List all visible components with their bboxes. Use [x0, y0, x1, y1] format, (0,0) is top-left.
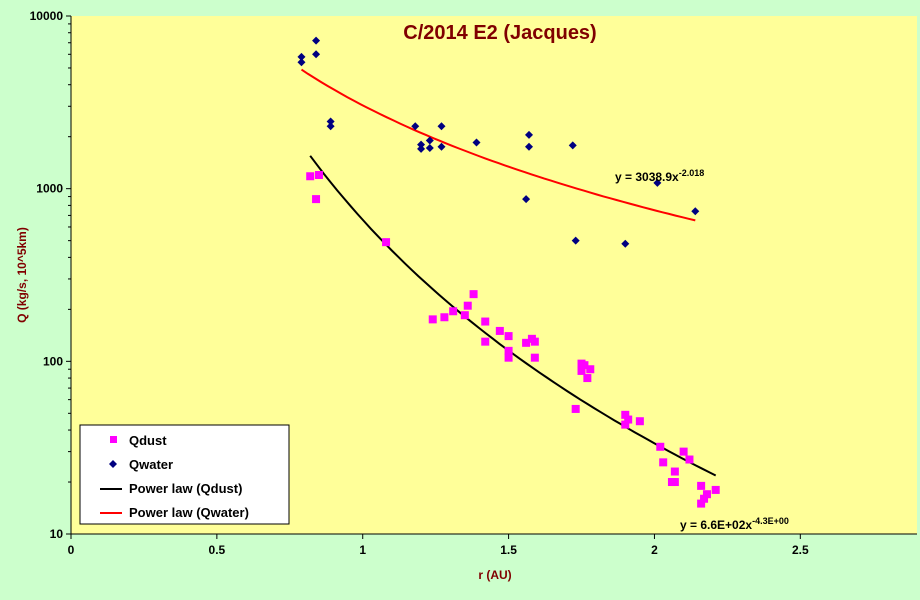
qdust-point — [504, 353, 513, 362]
qwater-point — [691, 207, 700, 216]
x-axis-title: r (AU) — [478, 568, 511, 582]
legend-label-qwater-fit: Power law (Qwater) — [129, 505, 249, 520]
fit-curve-qwater — [300, 68, 696, 222]
fit-curve-qdust — [309, 155, 717, 477]
qwater-point — [326, 122, 335, 131]
qwater-point — [522, 195, 531, 204]
qdust-point — [306, 172, 315, 181]
qdust-point — [481, 317, 490, 326]
qdust-point — [382, 238, 391, 247]
qdust-point — [504, 332, 513, 341]
qwater-point — [312, 36, 321, 45]
y-tick-label: 10 — [50, 527, 64, 541]
qdust-point — [530, 353, 539, 362]
qdust-point — [530, 337, 539, 346]
qdust-point — [580, 361, 589, 370]
fit-layer-qwater — [300, 68, 696, 222]
qdust-point — [312, 195, 321, 204]
qdust-point — [469, 290, 478, 299]
qdust-point — [702, 490, 711, 499]
qdust-point — [522, 338, 531, 347]
qdust-point — [635, 417, 644, 426]
qdust-point — [463, 301, 472, 310]
qwater-point — [425, 136, 434, 145]
qwater-point — [571, 236, 580, 245]
qwater-point — [411, 122, 420, 131]
legend-label-qwater: Qwater — [129, 457, 173, 472]
qdust-point — [697, 499, 706, 508]
series-qdust-points — [306, 170, 720, 508]
series-qwater-points — [297, 36, 700, 248]
qdust-point — [449, 307, 458, 316]
fit-equation-qdust-exponent: -4.3E+00 — [752, 516, 789, 526]
x-tick-label: 2.5 — [792, 543, 809, 557]
qdust-point — [700, 494, 709, 503]
qwater-point — [297, 52, 306, 61]
fit-equation-qwater: y = 3038.9x-2.018 — [615, 168, 704, 184]
qwater-point — [525, 142, 534, 151]
qdust-point — [670, 467, 679, 476]
x-tick-label: 1.5 — [500, 543, 517, 557]
qwater-point — [437, 142, 446, 151]
fit-layer-qdust — [309, 155, 717, 477]
qdust-point — [659, 458, 668, 467]
qdust-point — [697, 481, 706, 490]
legend-marker-qwater — [109, 460, 117, 468]
qwater-point — [425, 143, 434, 152]
qwater-point — [525, 130, 534, 139]
qdust-point — [583, 374, 592, 383]
y-tick-label: 100 — [43, 354, 63, 368]
qdust-point — [679, 447, 688, 456]
qdust-point — [670, 478, 679, 487]
qdust-point — [571, 404, 580, 413]
qdust-point — [621, 410, 630, 419]
qdust-point — [577, 366, 586, 375]
qdust-point — [495, 326, 504, 335]
qwater-point — [297, 58, 306, 67]
qdust-point — [460, 311, 469, 320]
x-tick-label: 2 — [651, 543, 658, 557]
qdust-point — [711, 485, 720, 494]
qdust-point — [428, 315, 437, 324]
qdust-point — [624, 415, 633, 424]
qwater-point — [472, 138, 481, 147]
qdust-point — [621, 420, 630, 429]
qwater-point — [326, 117, 335, 126]
y-tick-layer: 10 100 1000 10000 — [30, 9, 71, 541]
y-tick-label: 10000 — [30, 9, 64, 23]
qdust-point — [314, 170, 323, 179]
qdust-point — [504, 346, 513, 355]
qwater-point — [417, 140, 426, 149]
fit-equation-qwater-base: y = 3038.9x — [615, 170, 679, 184]
qdust-point — [586, 365, 595, 374]
qdust-point — [656, 442, 665, 451]
x-tick-label: 0.5 — [209, 543, 226, 557]
legend-marker-qdust — [110, 436, 117, 443]
qwater-point — [312, 50, 321, 59]
x-tick-label: 0 — [68, 543, 75, 557]
legend-label-qdust-fit: Power law (Qdust) — [129, 481, 242, 496]
qdust-point — [440, 313, 449, 322]
qwater-point — [653, 178, 662, 187]
y-axis-title: Q (kg/s, 10^5km) — [15, 227, 29, 323]
chart-title: C/2014 E2 (Jacques) — [403, 22, 596, 44]
legend-label-qdust: Qdust — [129, 433, 167, 448]
qdust-point — [481, 337, 490, 346]
x-tick-layer: 0 0.5 1 1.5 2 2.5 — [68, 534, 809, 557]
qwater-point — [417, 144, 426, 153]
legend: Qdust Qwater Power law (Qdust) Power law… — [79, 424, 290, 525]
qwater-point — [437, 122, 446, 131]
fit-equation-qdust: y = 6.6E+02x-4.3E+00 — [680, 516, 789, 532]
qwater-point — [621, 239, 630, 248]
x-tick-label: 1 — [359, 543, 366, 557]
qdust-point — [685, 455, 694, 464]
qwater-point — [568, 141, 577, 150]
fit-equation-qdust-base: y = 6.6E+02x — [680, 518, 752, 532]
fit-equation-qwater-exponent: -2.018 — [679, 168, 705, 178]
y-tick-label: 1000 — [36, 182, 63, 196]
